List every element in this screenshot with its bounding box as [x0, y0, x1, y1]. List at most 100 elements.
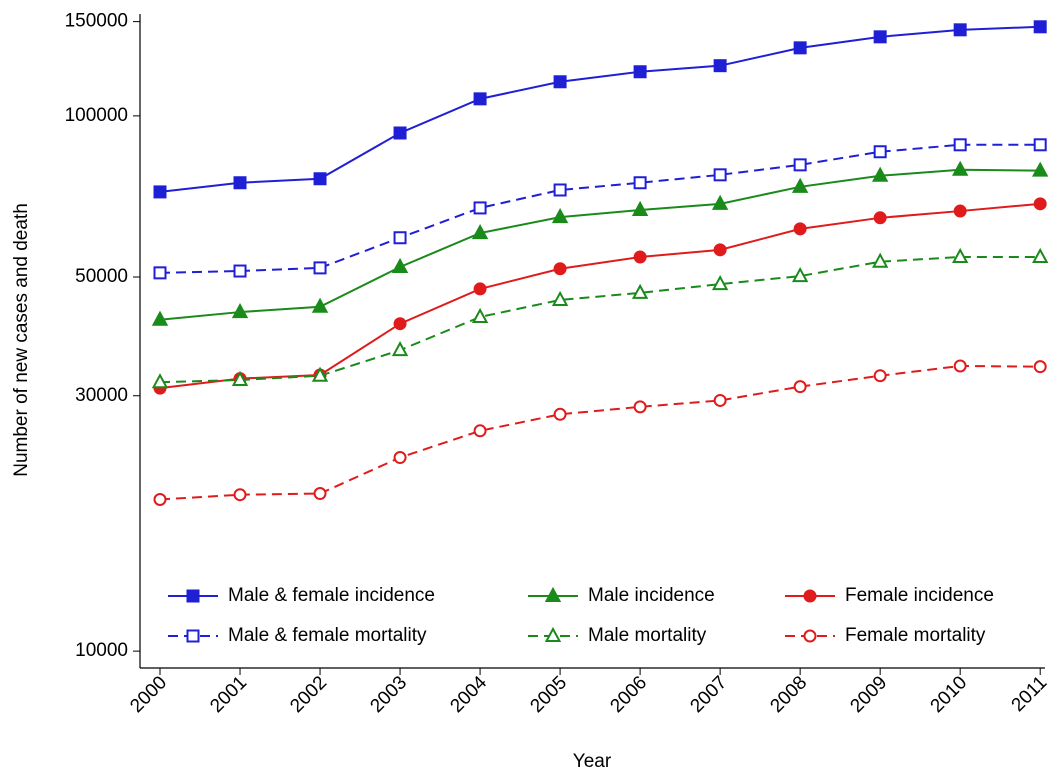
- marker: [793, 222, 807, 236]
- x-tick-label: 2003: [366, 672, 411, 717]
- marker: [1033, 197, 1047, 211]
- series-line: [159, 364, 1041, 501]
- y-tick-label: 150000: [65, 11, 128, 32]
- marker: [1032, 247, 1048, 263]
- marker: [311, 366, 329, 382]
- legend-label: Female incidence: [845, 585, 994, 606]
- marker: [544, 586, 562, 602]
- marker: [713, 243, 727, 257]
- marker: [711, 274, 729, 291]
- marker: [952, 160, 969, 176]
- marker: [793, 158, 807, 172]
- x-tick-label: 2001: [206, 672, 251, 717]
- legend-label: Male & female incidence: [228, 585, 435, 606]
- marker: [553, 262, 567, 276]
- y-tick-label: 30000: [75, 385, 128, 406]
- marker: [873, 145, 887, 159]
- y-tick-label: 100000: [65, 105, 128, 126]
- marker: [713, 168, 727, 182]
- marker: [313, 172, 327, 186]
- marker: [231, 302, 249, 319]
- marker: [153, 492, 167, 506]
- y-tick-label: 10000: [75, 640, 128, 661]
- x-tick-label: 2002: [286, 672, 331, 717]
- marker: [393, 451, 407, 465]
- marker: [471, 307, 489, 323]
- marker: [953, 23, 967, 37]
- marker: [553, 407, 567, 421]
- marker: [186, 629, 200, 643]
- x-tick-label: 2008: [766, 672, 811, 717]
- series-line: [159, 143, 1041, 274]
- marker: [473, 92, 487, 106]
- marker: [153, 266, 167, 280]
- marker: [952, 247, 969, 263]
- marker: [151, 310, 169, 326]
- x-tick-label: 2006: [606, 672, 651, 717]
- marker: [393, 231, 407, 245]
- legend-label: Male mortality: [588, 625, 707, 646]
- marker: [1032, 161, 1048, 177]
- x-tick-label: 2010: [927, 672, 972, 717]
- marker: [391, 257, 409, 273]
- marker: [391, 341, 409, 357]
- x-tick-label: 2009: [846, 672, 891, 717]
- marker: [873, 30, 887, 44]
- marker: [153, 185, 167, 199]
- marker: [553, 183, 567, 197]
- marker: [473, 201, 487, 215]
- marker: [871, 166, 889, 182]
- x-axis-label: Year: [573, 751, 612, 772]
- marker: [313, 261, 327, 275]
- series-line: [159, 25, 1041, 193]
- marker: [393, 317, 407, 331]
- marker: [633, 65, 647, 79]
- x-tick-label: 2005: [526, 672, 571, 717]
- marker: [631, 283, 649, 299]
- marker: [313, 487, 327, 501]
- marker: [713, 59, 727, 73]
- marker: [473, 424, 487, 438]
- marker: [151, 373, 169, 389]
- marker: [793, 41, 807, 55]
- marker: [873, 211, 887, 225]
- marker: [953, 204, 967, 218]
- legend-label: Female mortality: [845, 625, 986, 646]
- marker: [393, 126, 407, 140]
- marker: [473, 282, 487, 296]
- marker: [873, 369, 887, 383]
- x-tick-label: 2004: [446, 672, 491, 717]
- marker: [311, 297, 329, 313]
- marker: [471, 223, 489, 240]
- marker: [233, 264, 247, 278]
- marker: [803, 629, 817, 643]
- marker: [551, 290, 569, 306]
- marker: [713, 393, 727, 407]
- marker: [631, 200, 649, 217]
- legend-label: Male incidence: [588, 585, 715, 606]
- marker: [233, 176, 247, 190]
- marker: [544, 626, 562, 642]
- marker: [233, 488, 247, 502]
- marker: [1033, 138, 1047, 152]
- marker: [711, 194, 729, 210]
- marker: [633, 250, 647, 264]
- series-line: [159, 168, 1041, 321]
- x-tick-label: 2007: [686, 672, 731, 717]
- x-tick-label: 2011: [1008, 672, 1048, 716]
- marker: [551, 207, 569, 224]
- marker: [231, 370, 249, 387]
- x-tick-label: 2000: [126, 672, 171, 717]
- marker: [1033, 360, 1047, 374]
- y-tick-label: 50000: [75, 266, 128, 287]
- series-line: [159, 255, 1041, 384]
- marker: [953, 359, 967, 373]
- marker: [1033, 20, 1047, 34]
- marker: [633, 400, 647, 414]
- marker: [953, 138, 967, 152]
- marker: [791, 177, 809, 193]
- marker: [553, 75, 567, 89]
- marker: [186, 589, 200, 603]
- marker: [793, 380, 807, 394]
